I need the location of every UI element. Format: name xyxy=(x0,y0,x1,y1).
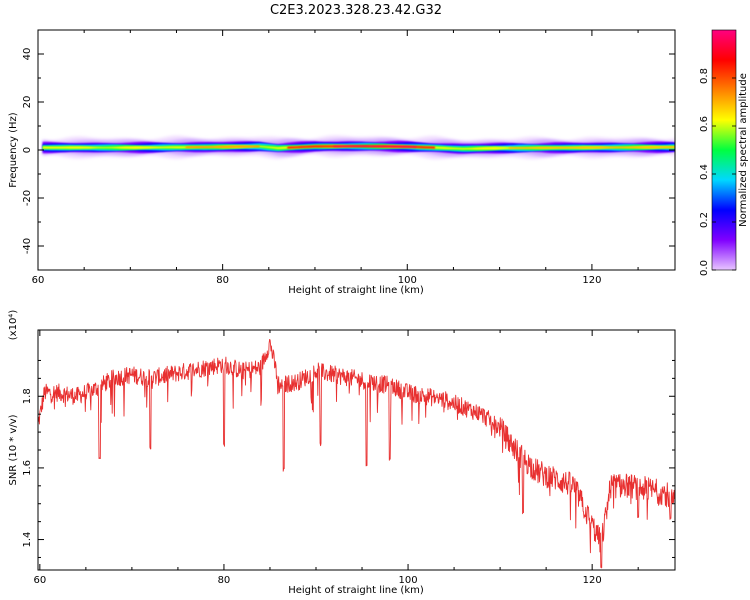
colorbar-tick-label: 0.2 xyxy=(699,212,710,228)
spectrogram-x-tick-label: 100 xyxy=(398,275,417,286)
spectrogram-y-tick-label: 20 xyxy=(22,96,33,109)
spectral-band-peak xyxy=(333,145,417,148)
spectrogram-x-label: Height of straight line (km) xyxy=(288,285,424,296)
spectrogram-y-tick-label: -20 xyxy=(22,190,33,206)
colorbar-tick-label: 0.6 xyxy=(699,116,710,132)
spectrogram-y-label: Frequency (Hz) xyxy=(8,112,19,188)
snr-x-tick-label: 80 xyxy=(218,575,231,586)
snr-panel: 60 80 100 120 1.4 1.6 1.8 Height of straight … xyxy=(8,310,676,596)
spectral-band-peak xyxy=(185,145,260,149)
spectrogram-x-tick-label: 80 xyxy=(216,275,229,286)
spectral-band-layer xyxy=(42,143,675,151)
spectrogram-panel: 60 80 100 120 -40 -20 0 20 40 Height of straigh… xyxy=(8,29,676,296)
spectrogram-y-tick-label: 40 xyxy=(22,48,33,61)
colorbar-gradient xyxy=(712,30,736,270)
spectrogram-x-tick-label: 60 xyxy=(32,275,45,286)
snr-y-tick-label: 1.8 xyxy=(22,388,33,404)
snr-x-label: Height of straight line (km) xyxy=(288,585,424,596)
snr-y-multiplier: (x10⁴) xyxy=(8,310,19,341)
snr-x-tick-label: 100 xyxy=(399,575,418,586)
figure-title: C2E3.2023.328.23.42.G32 xyxy=(270,3,442,18)
colorbar: 0.0 0.2 0.4 0.6 0.8 Normalized spectral ampl… xyxy=(699,29,749,276)
colorbar-tick-label: 0.4 xyxy=(699,164,710,180)
snr-line xyxy=(38,338,675,569)
snr-x-tick-label: 60 xyxy=(33,575,46,586)
spectrogram-x-tick-label: 120 xyxy=(582,275,601,286)
colorbar-tick-label: 0.8 xyxy=(699,68,710,84)
spectral-band xyxy=(42,135,675,160)
snr-y-tick-label: 1.4 xyxy=(22,532,33,548)
snr-y-label: SNR (10 * v/v) xyxy=(8,414,19,485)
colorbar-label: Normalized spectral amplitude xyxy=(738,73,749,227)
snr-plot-area xyxy=(38,330,675,570)
snr-x-tick-label: 120 xyxy=(583,575,602,586)
spectrogram-y-tick-label: 0 xyxy=(22,147,33,153)
spectral-band-peak xyxy=(508,146,675,149)
colorbar-frame xyxy=(711,29,737,271)
spectrogram-y-tick-label: -40 xyxy=(22,238,33,254)
snr-y-tick-label: 1.6 xyxy=(22,460,33,476)
colorbar-tick-label: 0.0 xyxy=(699,260,710,276)
